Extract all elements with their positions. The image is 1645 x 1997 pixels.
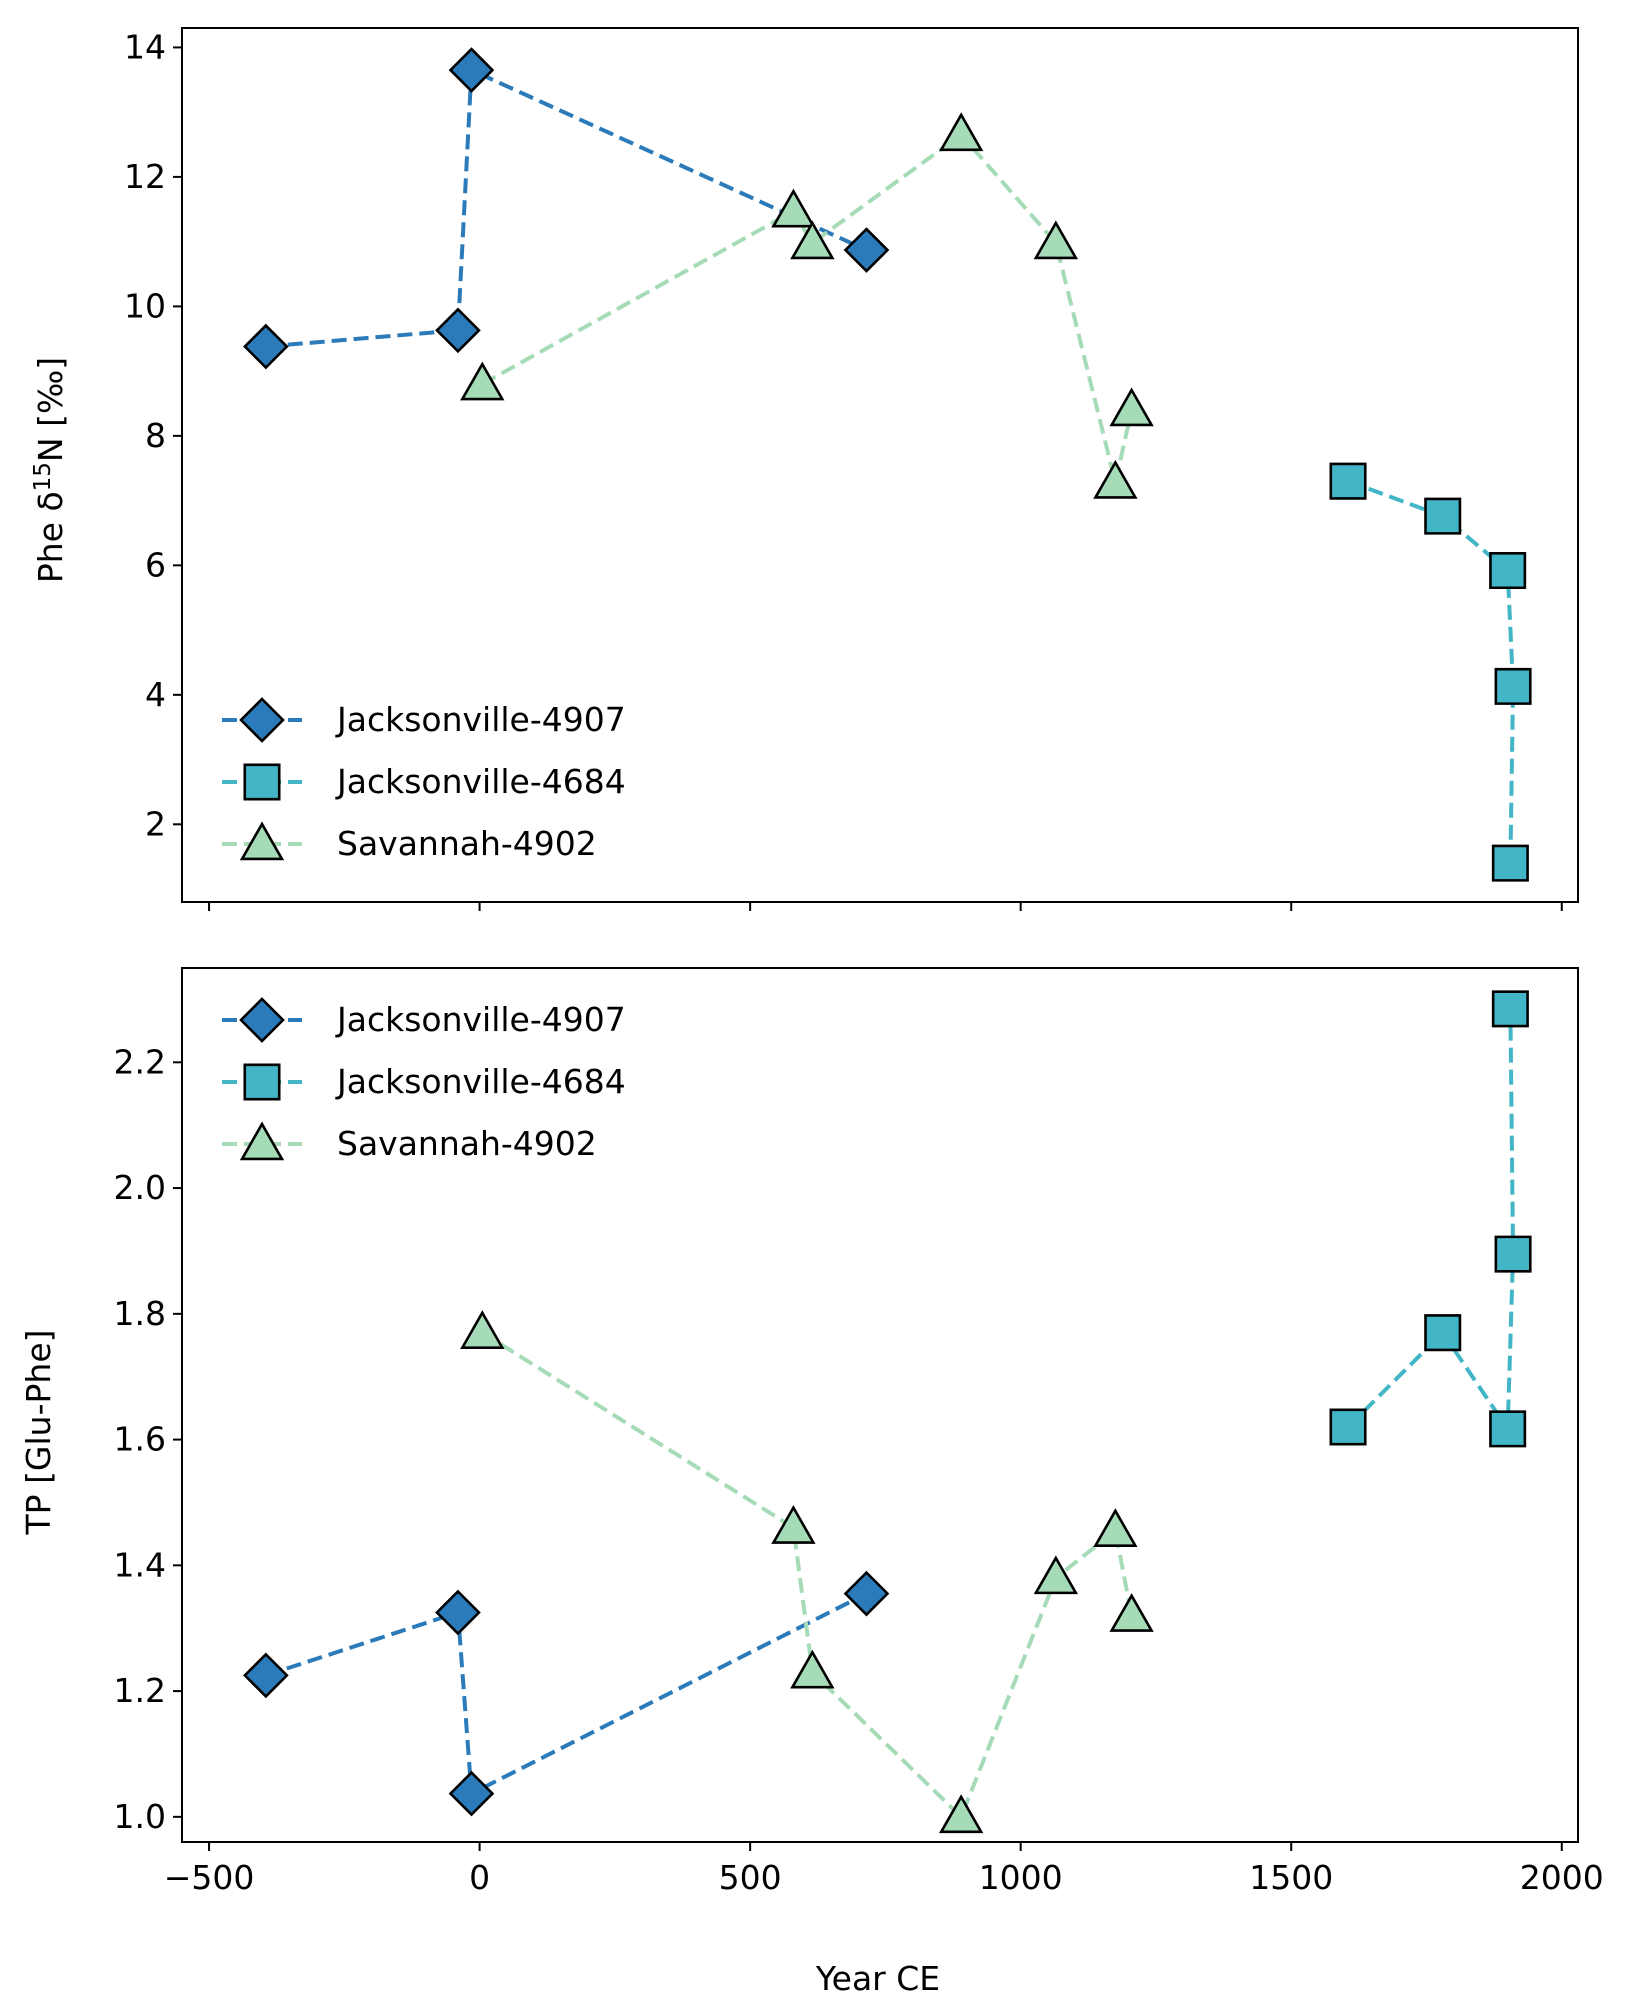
- panel-tp-glu-phe: 1.0 1.2 1.4 1.6 1.8 2.0 2.2 −500 0 500 1000 1500 20…: [19, 967, 1604, 1997]
- data-point-square: [1489, 1410, 1527, 1448]
- data-point-triangle: [790, 1649, 835, 1689]
- data-point-diamond: [435, 1589, 481, 1636]
- data-point-square: [1329, 462, 1367, 500]
- data-point-triangle: [1109, 1593, 1154, 1632]
- series-savannah-4902: [460, 112, 1154, 499]
- data-point-diamond: [435, 307, 481, 354]
- data-point-diamond: [243, 323, 289, 370]
- data-point-triangle: [460, 361, 505, 401]
- y-tick-label: 8: [145, 416, 166, 455]
- legend-label: Jacksonville-4907: [335, 1000, 626, 1039]
- x-axis-title-bottom: Year CE: [815, 1959, 940, 1997]
- data-point-triangle: [1033, 1555, 1079, 1595]
- data-point-triangle: [938, 112, 984, 152]
- x-axis-ticks-bottom: −500 0 500 1000 1500 2000: [164, 1842, 1604, 1897]
- series-line: [265, 1591, 868, 1797]
- legend-marker-triangle: [239, 1121, 285, 1161]
- y-tick-label: 1.8: [114, 1294, 166, 1333]
- y-tick-label: 1.2: [114, 1671, 166, 1710]
- axes-frame-top: [181, 27, 1579, 903]
- x-tick-label: 500: [719, 1858, 782, 1897]
- data-point-triangle: [1109, 387, 1154, 427]
- data-point-triangle: [1093, 1508, 1138, 1548]
- data-point-diamond: [843, 227, 890, 273]
- data-point-square: [1489, 552, 1527, 590]
- plot-area-top: [243, 47, 1532, 882]
- data-point-triangle: [1093, 459, 1138, 499]
- data-point-diamond: [448, 1770, 495, 1817]
- legend-item: Jacksonville-4907: [222, 697, 626, 743]
- data-point-square: [1424, 497, 1462, 535]
- legend-label: Jacksonville-4684: [335, 762, 626, 801]
- legend-label: Jacksonville-4907: [335, 700, 626, 739]
- series-savannah-4902: [460, 1310, 1154, 1834]
- data-point-square: [1491, 844, 1529, 882]
- series-line: [265, 67, 868, 349]
- legend-label: Savannah-4902: [337, 824, 597, 863]
- y-tick-label: 1.0: [114, 1797, 166, 1836]
- y-axis-title-top: Phe δ15N [‰]: [30, 357, 70, 583]
- data-point-triangle: [771, 1505, 816, 1544]
- legend-marker-square: [243, 763, 281, 801]
- legend-label: Jacksonville-4684: [335, 1062, 626, 1101]
- legend-marker-diamond: [239, 697, 285, 743]
- data-point-square: [1494, 667, 1532, 705]
- axes-frame-bottom: [181, 967, 1579, 1843]
- series-jacksonville-4907: [243, 47, 890, 370]
- series-jacksonville-4684: [1329, 990, 1532, 1448]
- data-point-triangle: [771, 188, 816, 228]
- data-point-square: [1424, 1314, 1462, 1352]
- legend-label: Savannah-4902: [337, 1124, 597, 1163]
- data-point-triangle: [460, 1310, 505, 1349]
- data-point-triangle: [790, 220, 835, 260]
- x-tick-label: 2000: [1520, 1858, 1604, 1897]
- y-tick-label: 14: [124, 27, 166, 66]
- y-tick-label: 1.6: [114, 1420, 166, 1459]
- y-tick-label: 1.4: [114, 1545, 166, 1584]
- legend-item: Savannah-4902: [222, 821, 597, 863]
- y-tick-label: 2.2: [114, 1042, 166, 1081]
- y-axis-ticks-top: 2 4 6 8 10 12 14: [124, 27, 182, 843]
- data-point-square: [1494, 1235, 1532, 1273]
- data-point-square: [1491, 990, 1529, 1028]
- series-jacksonville-4907: [243, 1570, 890, 1817]
- y-tick-label: 2: [145, 804, 166, 843]
- legend-marker-diamond: [239, 997, 285, 1043]
- legend-item: Savannah-4902: [222, 1121, 597, 1163]
- y-tick-label: 2.0: [114, 1168, 166, 1207]
- y-tick-label: 10: [124, 286, 166, 325]
- x-axis-ticks-top: [208, 902, 1563, 911]
- legend-item: Jacksonville-4907: [222, 997, 626, 1043]
- legend-top: Jacksonville-4907 Jacksonville-4684 Savann…: [222, 697, 626, 863]
- panel-phe-d15n: 2 4 6 8 10 12 14 Phe δ15N [‰] Jacksonville-490…: [30, 27, 1579, 911]
- x-tick-label: 0: [469, 1858, 490, 1897]
- legend-item: Jacksonville-4684: [222, 762, 626, 801]
- data-point-diamond: [448, 47, 495, 93]
- y-tick-label: 6: [145, 545, 166, 584]
- x-tick-label: 1500: [1249, 1858, 1333, 1897]
- legend-marker-square: [243, 1063, 281, 1101]
- legend-item: Jacksonville-4684: [222, 1062, 626, 1101]
- data-point-square: [1329, 1408, 1367, 1446]
- x-tick-label: −500: [164, 1858, 255, 1897]
- x-tick-label: 1000: [979, 1858, 1063, 1897]
- legend-marker-triangle: [239, 821, 285, 861]
- data-point-diamond: [243, 1652, 289, 1699]
- plot-area-bottom: [243, 990, 1532, 1834]
- y-tick-label: 12: [124, 157, 166, 196]
- y-axis-title-bottom: TP [Glu-Phe]: [19, 1330, 58, 1536]
- data-point-triangle: [1033, 220, 1079, 260]
- data-point-diamond: [843, 1570, 890, 1617]
- y-axis-ticks-bottom: 1.0 1.2 1.4 1.6 1.8 2.0 2.2: [114, 1042, 182, 1836]
- series-jacksonville-4684: [1329, 462, 1532, 882]
- y-tick-label: 4: [145, 675, 166, 714]
- legend-bottom: Jacksonville-4907 Jacksonville-4684 Savann…: [222, 997, 626, 1163]
- data-point-triangle: [938, 1794, 984, 1834]
